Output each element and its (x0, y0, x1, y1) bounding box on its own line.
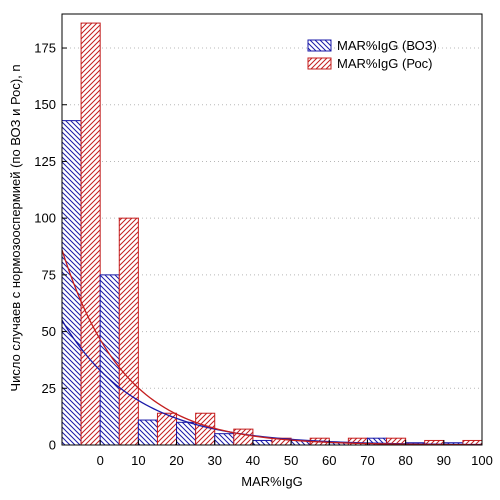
y-tick-label: 150 (34, 97, 56, 112)
legend-label-ros: MAR%IgG (Рос) (337, 56, 433, 71)
y-tick-labels: 0 25 50 75 100 125 150 175 (34, 41, 56, 453)
y-tick-label: 25 (42, 381, 56, 396)
x-tick-label: 90 (437, 453, 451, 468)
x-tick-labels: 0 10 20 30 40 50 60 70 80 90 100 (97, 453, 493, 468)
legend-label-who: MAR%IgG (ВОЗ) (337, 38, 437, 53)
x-tick-label: 70 (360, 453, 374, 468)
bar-who (176, 421, 197, 446)
bar-ros (233, 428, 254, 446)
legend-swatch-ros (307, 57, 332, 70)
fit-curve-ros (62, 249, 482, 445)
x-tick-label: 10 (131, 453, 145, 468)
x-tick-label: 40 (246, 453, 260, 468)
bar-who (137, 419, 158, 446)
bar-ros (118, 217, 139, 446)
y-tick-label: 50 (42, 324, 56, 339)
bars (61, 22, 483, 446)
bar-ros (80, 22, 101, 446)
x-tick-label: 100 (471, 453, 493, 468)
y-axis-label: Число случаев с нормозооспермией (по ВОЗ… (8, 64, 23, 391)
x-tick-label: 20 (169, 453, 183, 468)
legend: MAR%IgG (ВОЗ) MAR%IgG (Рос) (307, 38, 437, 71)
y-tick-label: 100 (34, 211, 56, 226)
x-tick-label: 60 (322, 453, 336, 468)
y-tick-label: 0 (49, 438, 56, 453)
y-tick-label: 75 (42, 267, 56, 282)
y-tick-label: 125 (34, 154, 56, 169)
legend-swatch-who (307, 39, 332, 52)
bar-who (252, 439, 273, 446)
plot-frame (61, 13, 483, 446)
x-tick-label: 50 (284, 453, 298, 468)
y-tick-label: 175 (34, 41, 56, 56)
fit-curves (62, 249, 482, 445)
bar-who (214, 433, 235, 446)
bar-who (99, 274, 120, 446)
x-axis-label: MAR%IgG (241, 474, 302, 489)
bar-who (61, 120, 82, 446)
x-tick-label: 0 (97, 453, 104, 468)
x-tick-label: 80 (398, 453, 412, 468)
x-tick-label: 30 (207, 453, 221, 468)
axis-ticks (62, 47, 483, 446)
